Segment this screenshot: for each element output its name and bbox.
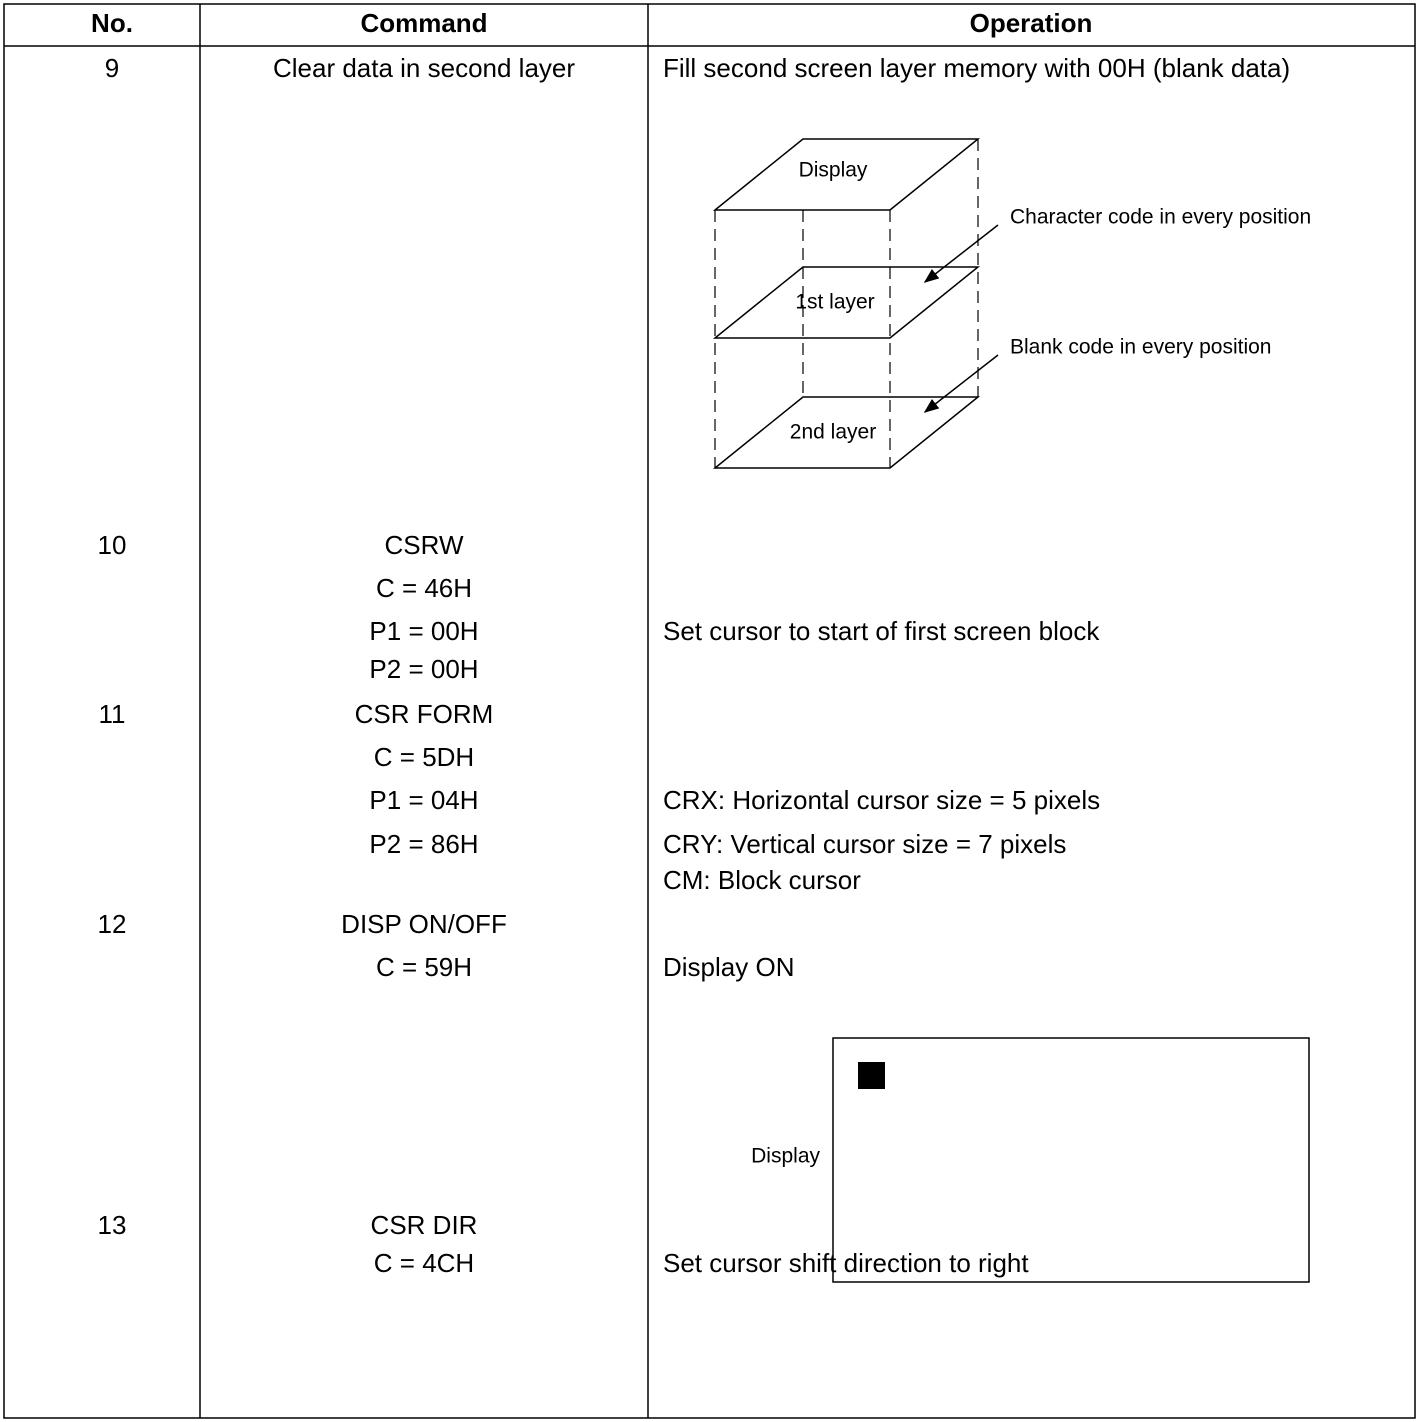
row-number: 9: [105, 53, 119, 83]
command-text: CSRW: [385, 530, 464, 560]
operation-text: CM: Block cursor: [663, 865, 861, 895]
operation-text: CRY: Vertical cursor size = 7 pixels: [663, 829, 1066, 859]
command-text: P2 = 00H: [369, 654, 478, 684]
diagram-label: Display: [799, 159, 868, 182]
column-header: Operation: [970, 8, 1093, 38]
command-text: C = 46H: [376, 573, 472, 603]
column-header: Command: [360, 8, 487, 38]
layer-diagram: Display 1st layer 2nd layer Character co…: [712, 138, 1311, 469]
operation-text: Fill second screen layer memory with 00H…: [663, 53, 1290, 83]
operation-text: Display ON: [663, 952, 794, 982]
command-text: C = 59H: [376, 952, 472, 982]
row-number: 10: [98, 530, 127, 560]
row-number: 13: [98, 1210, 127, 1240]
command-text: P1 = 00H: [369, 616, 478, 646]
diagram-note: Blank code in every position: [1010, 336, 1272, 359]
command-text: CSR DIR: [371, 1210, 478, 1240]
command-text: P1 = 04H: [369, 785, 478, 815]
operation-text: Set cursor to start of first screen bloc…: [663, 616, 1100, 646]
cursor-block: [858, 1062, 885, 1089]
diagram-note: Character code in every position: [1010, 206, 1311, 229]
diagram-label: 1st layer: [795, 291, 874, 314]
operation-text: Set cursor shift direction to right: [663, 1248, 1029, 1278]
row-number: 12: [98, 909, 127, 939]
row-number: 11: [99, 699, 126, 729]
column-header: No.: [91, 8, 133, 38]
command-text: Clear data in second layer: [273, 53, 575, 83]
command-text: DISP ON/OFF: [341, 909, 507, 939]
table-border: [3, 3, 1416, 1419]
display-diagram: Display: [751, 1037, 1310, 1283]
diagram-label: 2nd layer: [790, 421, 876, 444]
command-text: C = 4CH: [374, 1248, 474, 1278]
command-text: P2 = 86H: [369, 829, 478, 859]
command-text: CSR FORM: [355, 699, 494, 729]
operation-text: CRX: Horizontal cursor size = 5 pixels: [663, 785, 1100, 815]
diagram-label: Display: [751, 1145, 820, 1168]
command-text: C = 5DH: [374, 742, 474, 772]
